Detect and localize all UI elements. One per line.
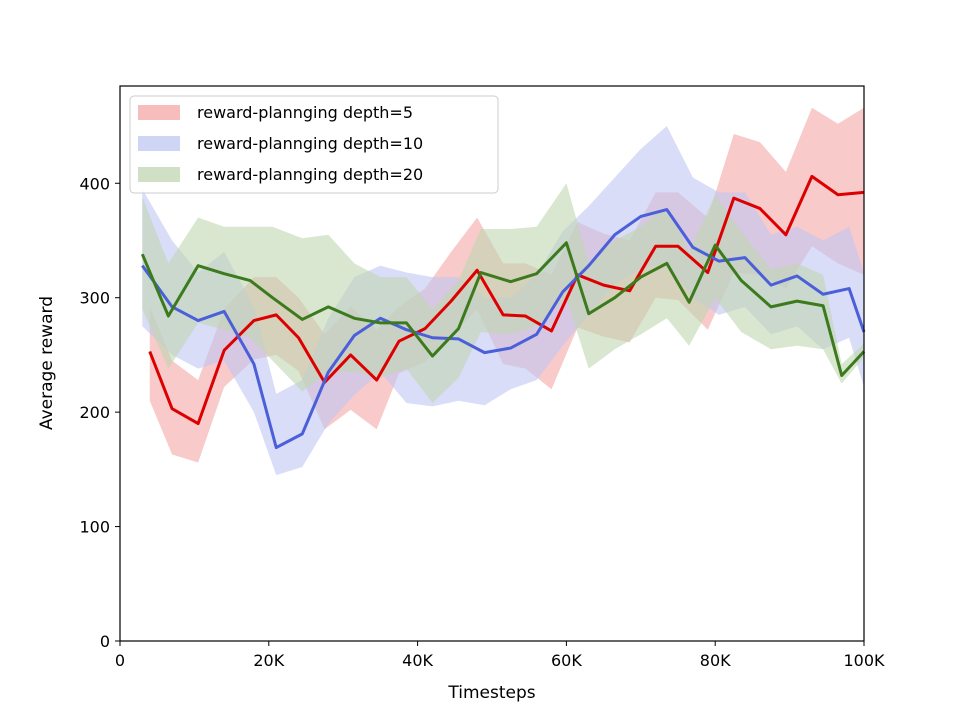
y-tick-label: 300 xyxy=(79,289,110,308)
legend-entry-label: reward-plannging depth=5 xyxy=(197,103,413,122)
legend-entry-label: reward-plannging depth=20 xyxy=(197,165,423,184)
legend-entry-label: reward-plannging depth=10 xyxy=(197,134,423,153)
series-lines xyxy=(140,174,866,450)
x-tick-label: 60K xyxy=(551,651,582,670)
y-tick-label: 0 xyxy=(100,632,110,651)
x-axis-ticks: 0 20K 40K 60K 80K 100K xyxy=(115,641,885,670)
line-series-2 xyxy=(141,208,866,450)
band-series-3 xyxy=(142,183,864,403)
legend-swatch xyxy=(138,105,180,120)
x-tick-label: 80K xyxy=(700,651,731,670)
plot-frame xyxy=(119,85,865,642)
legend-swatch xyxy=(138,136,180,151)
legend: reward-plannging depth=5 reward-plannging… xyxy=(129,95,499,194)
y-tick-label: 100 xyxy=(79,518,110,537)
line-series-1 xyxy=(148,174,865,426)
y-tick-label: 200 xyxy=(79,403,110,422)
y-tick-label: 400 xyxy=(79,174,110,193)
x-axis-label: Timesteps xyxy=(447,683,535,703)
legend-box xyxy=(129,95,499,194)
line-series-3 xyxy=(140,241,866,378)
x-tick-label: 40K xyxy=(402,651,433,670)
legend-swatch xyxy=(138,167,180,182)
x-tick-label: 100K xyxy=(843,651,885,670)
y-axis-ticks: 0 100 200 300 400 xyxy=(79,174,120,651)
x-tick-label: 0 xyxy=(115,651,125,670)
y-axis-label: Average reward xyxy=(37,296,57,430)
x-tick-label: 20K xyxy=(253,651,284,670)
